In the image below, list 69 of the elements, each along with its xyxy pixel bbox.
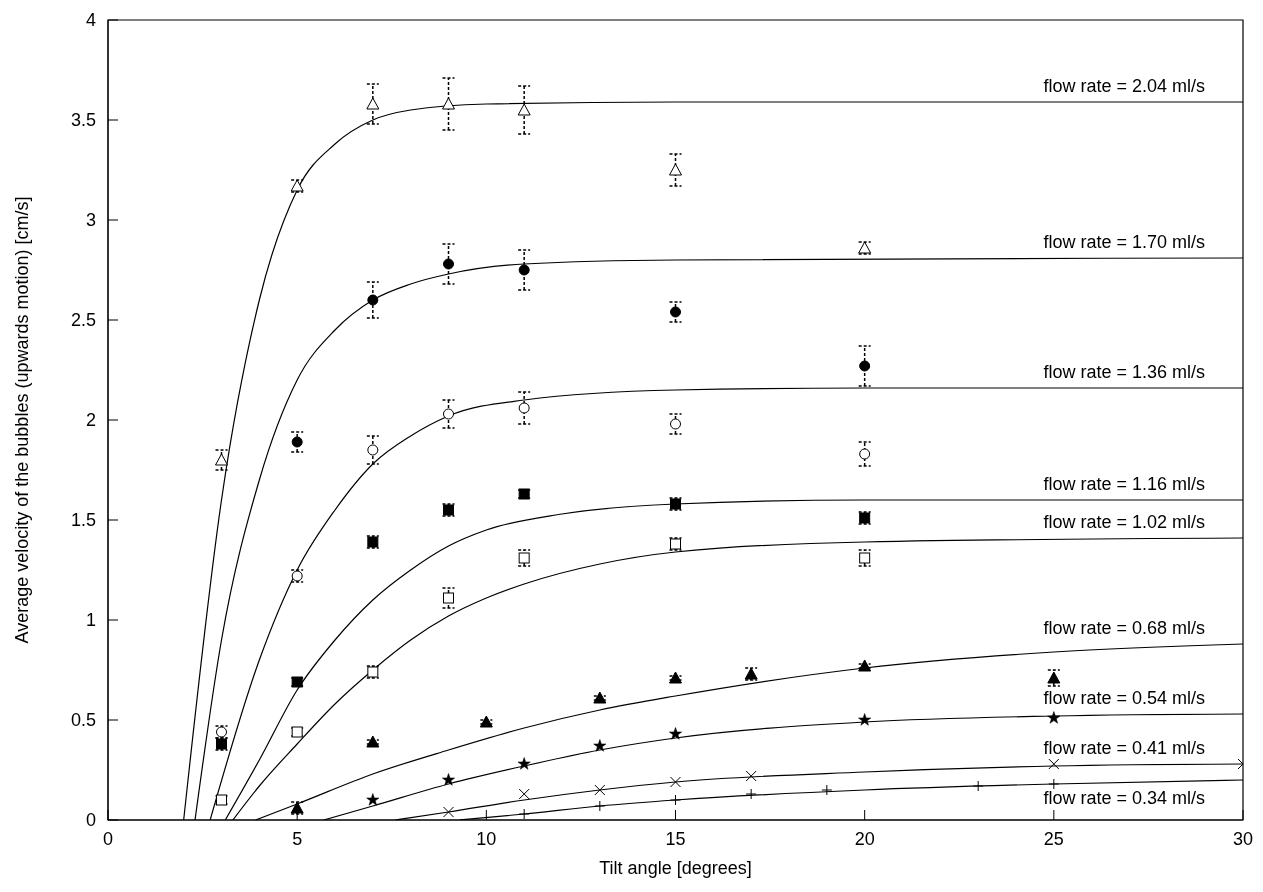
x-tick-label: 5 <box>292 828 303 849</box>
point <box>517 757 531 770</box>
point <box>670 776 681 788</box>
y-tick-label: 2.5 <box>70 310 96 331</box>
y-tick-label: 3 <box>85 210 96 231</box>
y-tick-label: 4 <box>85 10 96 31</box>
x-tick-label: 30 <box>1232 828 1254 849</box>
point <box>670 794 681 806</box>
y-tick-label: 0.5 <box>70 710 96 731</box>
point <box>442 97 455 110</box>
series-label: flow rate = 0.68 ml/s <box>1043 618 1205 638</box>
point <box>366 735 380 748</box>
point <box>518 788 530 800</box>
x-tick-label: 0 <box>102 828 114 849</box>
point <box>517 103 531 116</box>
point <box>593 691 607 704</box>
point <box>215 453 228 466</box>
point <box>518 402 530 414</box>
series-label: flow rate = 0.34 ml/s <box>1043 788 1205 808</box>
point <box>1048 778 1060 790</box>
x-tick-label: 15 <box>665 828 686 849</box>
point <box>669 671 682 684</box>
y-tick-label: 1.5 <box>70 510 96 531</box>
point <box>518 264 530 276</box>
point <box>594 784 606 796</box>
point <box>443 806 454 818</box>
point <box>367 294 379 306</box>
series-label: flow rate = 2.04 ml/s <box>1043 76 1205 96</box>
point <box>859 448 871 460</box>
point <box>745 788 757 800</box>
y-axis-title: Average velocity of the bubbles (upwards motion) [cm/s] <box>12 196 33 644</box>
point <box>972 780 984 792</box>
y-tick-label: 0 <box>85 810 96 831</box>
point <box>291 436 303 448</box>
x-tick-label: 20 <box>854 828 875 849</box>
series-label: flow rate = 0.54 ml/s <box>1043 688 1205 708</box>
y-tick-label: 2 <box>85 410 96 431</box>
point <box>858 659 872 672</box>
point <box>366 97 380 110</box>
x-tick-label: 25 <box>1043 828 1064 849</box>
point <box>670 418 681 430</box>
x-axis-title: Tilt angle [degrees] <box>599 858 752 878</box>
point <box>1048 758 1060 770</box>
series-label: flow rate = 1.70 ml/s <box>1043 232 1205 252</box>
point <box>518 808 530 820</box>
point <box>479 715 493 728</box>
point <box>859 360 871 372</box>
series-label: flow rate = 1.36 ml/s <box>1043 362 1205 382</box>
point <box>669 727 682 740</box>
point <box>593 739 607 752</box>
point <box>1047 711 1061 724</box>
series-label: flow rate = 1.02 ml/s <box>1043 512 1205 532</box>
point <box>858 713 872 726</box>
x-tick-label: 10 <box>476 828 497 849</box>
point <box>745 770 757 782</box>
y-tick-label: 3.5 <box>70 110 96 131</box>
series-label: flow rate = 0.41 ml/s <box>1043 738 1205 758</box>
point <box>594 800 606 812</box>
point <box>366 793 380 806</box>
point <box>821 784 833 796</box>
point <box>669 163 682 176</box>
point <box>442 773 455 786</box>
y-tick-label: 1 <box>85 610 96 631</box>
point <box>443 258 454 270</box>
point <box>670 306 681 318</box>
point <box>443 408 454 420</box>
point <box>367 444 379 456</box>
series-label: flow rate = 1.16 ml/s <box>1043 474 1205 494</box>
point <box>443 592 454 604</box>
